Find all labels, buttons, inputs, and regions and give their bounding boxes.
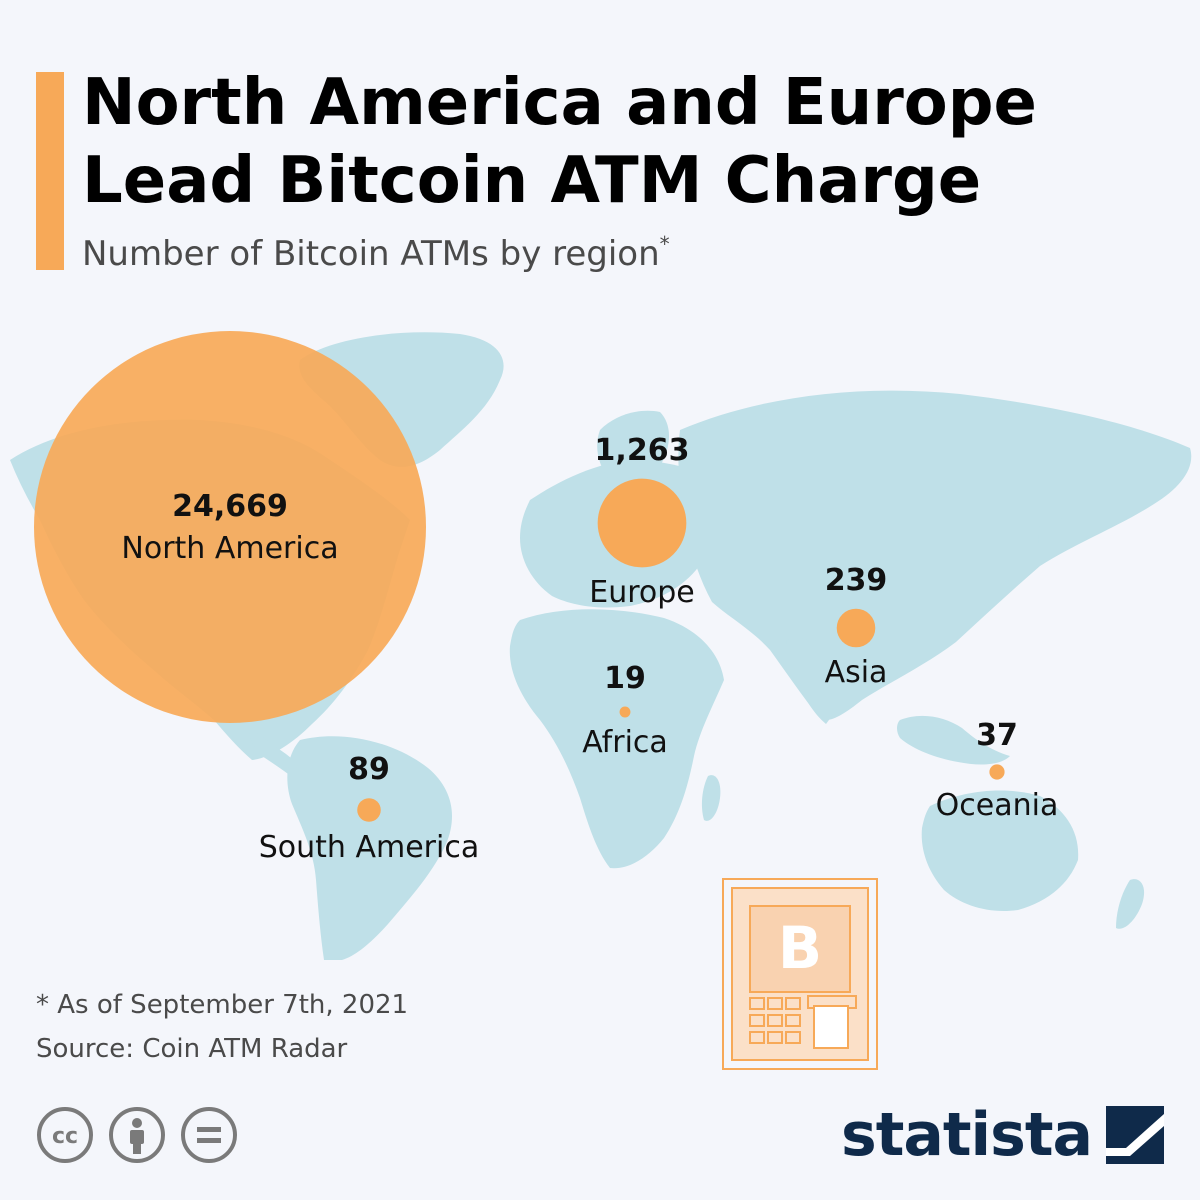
value-label-north-america: 24,669 bbox=[172, 489, 288, 524]
bubble-oceania bbox=[989, 764, 1005, 780]
landmass-asia bbox=[678, 390, 1192, 720]
value-label-south-america: 89 bbox=[348, 752, 390, 788]
region-label-africa: Africa bbox=[582, 725, 668, 761]
region-label-north-america: North America bbox=[121, 531, 339, 566]
bubble-layer bbox=[34, 331, 1005, 822]
value-label-oceania: 37 bbox=[976, 718, 1018, 754]
page-title: North America and Europe Lead Bitcoin AT… bbox=[82, 66, 1037, 218]
region-label-south-america: South America bbox=[258, 829, 480, 865]
bitcoin-atm-icon: B bbox=[722, 878, 878, 1070]
region-label-europe: Europe bbox=[589, 575, 695, 611]
region-label-asia: Asia bbox=[824, 655, 888, 691]
statista-logo[interactable]: statista bbox=[841, 1100, 1164, 1170]
footnote: * As of September 7th, 2021 bbox=[36, 990, 409, 1020]
svg-text:cc: cc bbox=[52, 1124, 78, 1149]
cc-icon[interactable]: cc bbox=[36, 1106, 94, 1164]
landmass-south-america bbox=[287, 736, 452, 960]
world-map bbox=[10, 331, 1192, 960]
landmass-new-zealand bbox=[1116, 879, 1145, 929]
landmass-india bbox=[786, 638, 849, 724]
subtitle-text: Number of Bitcoin ATMs by region bbox=[82, 234, 660, 274]
landmass-australia bbox=[921, 790, 1079, 912]
landmass-scandinavia bbox=[597, 410, 669, 482]
equals-icon[interactable] bbox=[180, 1106, 238, 1164]
source-note: Source: Coin ATM Radar bbox=[36, 1034, 348, 1064]
bubble-asia bbox=[836, 608, 876, 648]
landmass-madagascar bbox=[701, 775, 721, 821]
region-label-oceania: Oceania bbox=[935, 787, 1059, 823]
value-label-asia: 239 bbox=[824, 562, 888, 598]
landmass-greenland bbox=[299, 332, 504, 467]
logo-text: statista bbox=[840, 1100, 1093, 1170]
landmass-japan bbox=[1038, 506, 1063, 557]
page-subtitle: Number of Bitcoin ATMs by region* bbox=[82, 232, 670, 274]
subtitle-marker: * bbox=[659, 232, 670, 256]
landmass-southeast-asia bbox=[897, 715, 1010, 765]
person-icon[interactable] bbox=[108, 1106, 166, 1164]
logo-mark-icon bbox=[1106, 1106, 1164, 1164]
value-label-europe: 1,263 bbox=[594, 432, 690, 468]
bubble-south-america bbox=[357, 798, 381, 822]
svg-text:B: B bbox=[778, 914, 822, 982]
value-label-africa: 19 bbox=[604, 660, 646, 696]
bubble-europe bbox=[597, 478, 687, 568]
accent-bar bbox=[36, 72, 64, 270]
bubble-north-america bbox=[34, 331, 426, 723]
bubble-africa bbox=[619, 706, 631, 718]
landmass-africa bbox=[509, 609, 724, 869]
